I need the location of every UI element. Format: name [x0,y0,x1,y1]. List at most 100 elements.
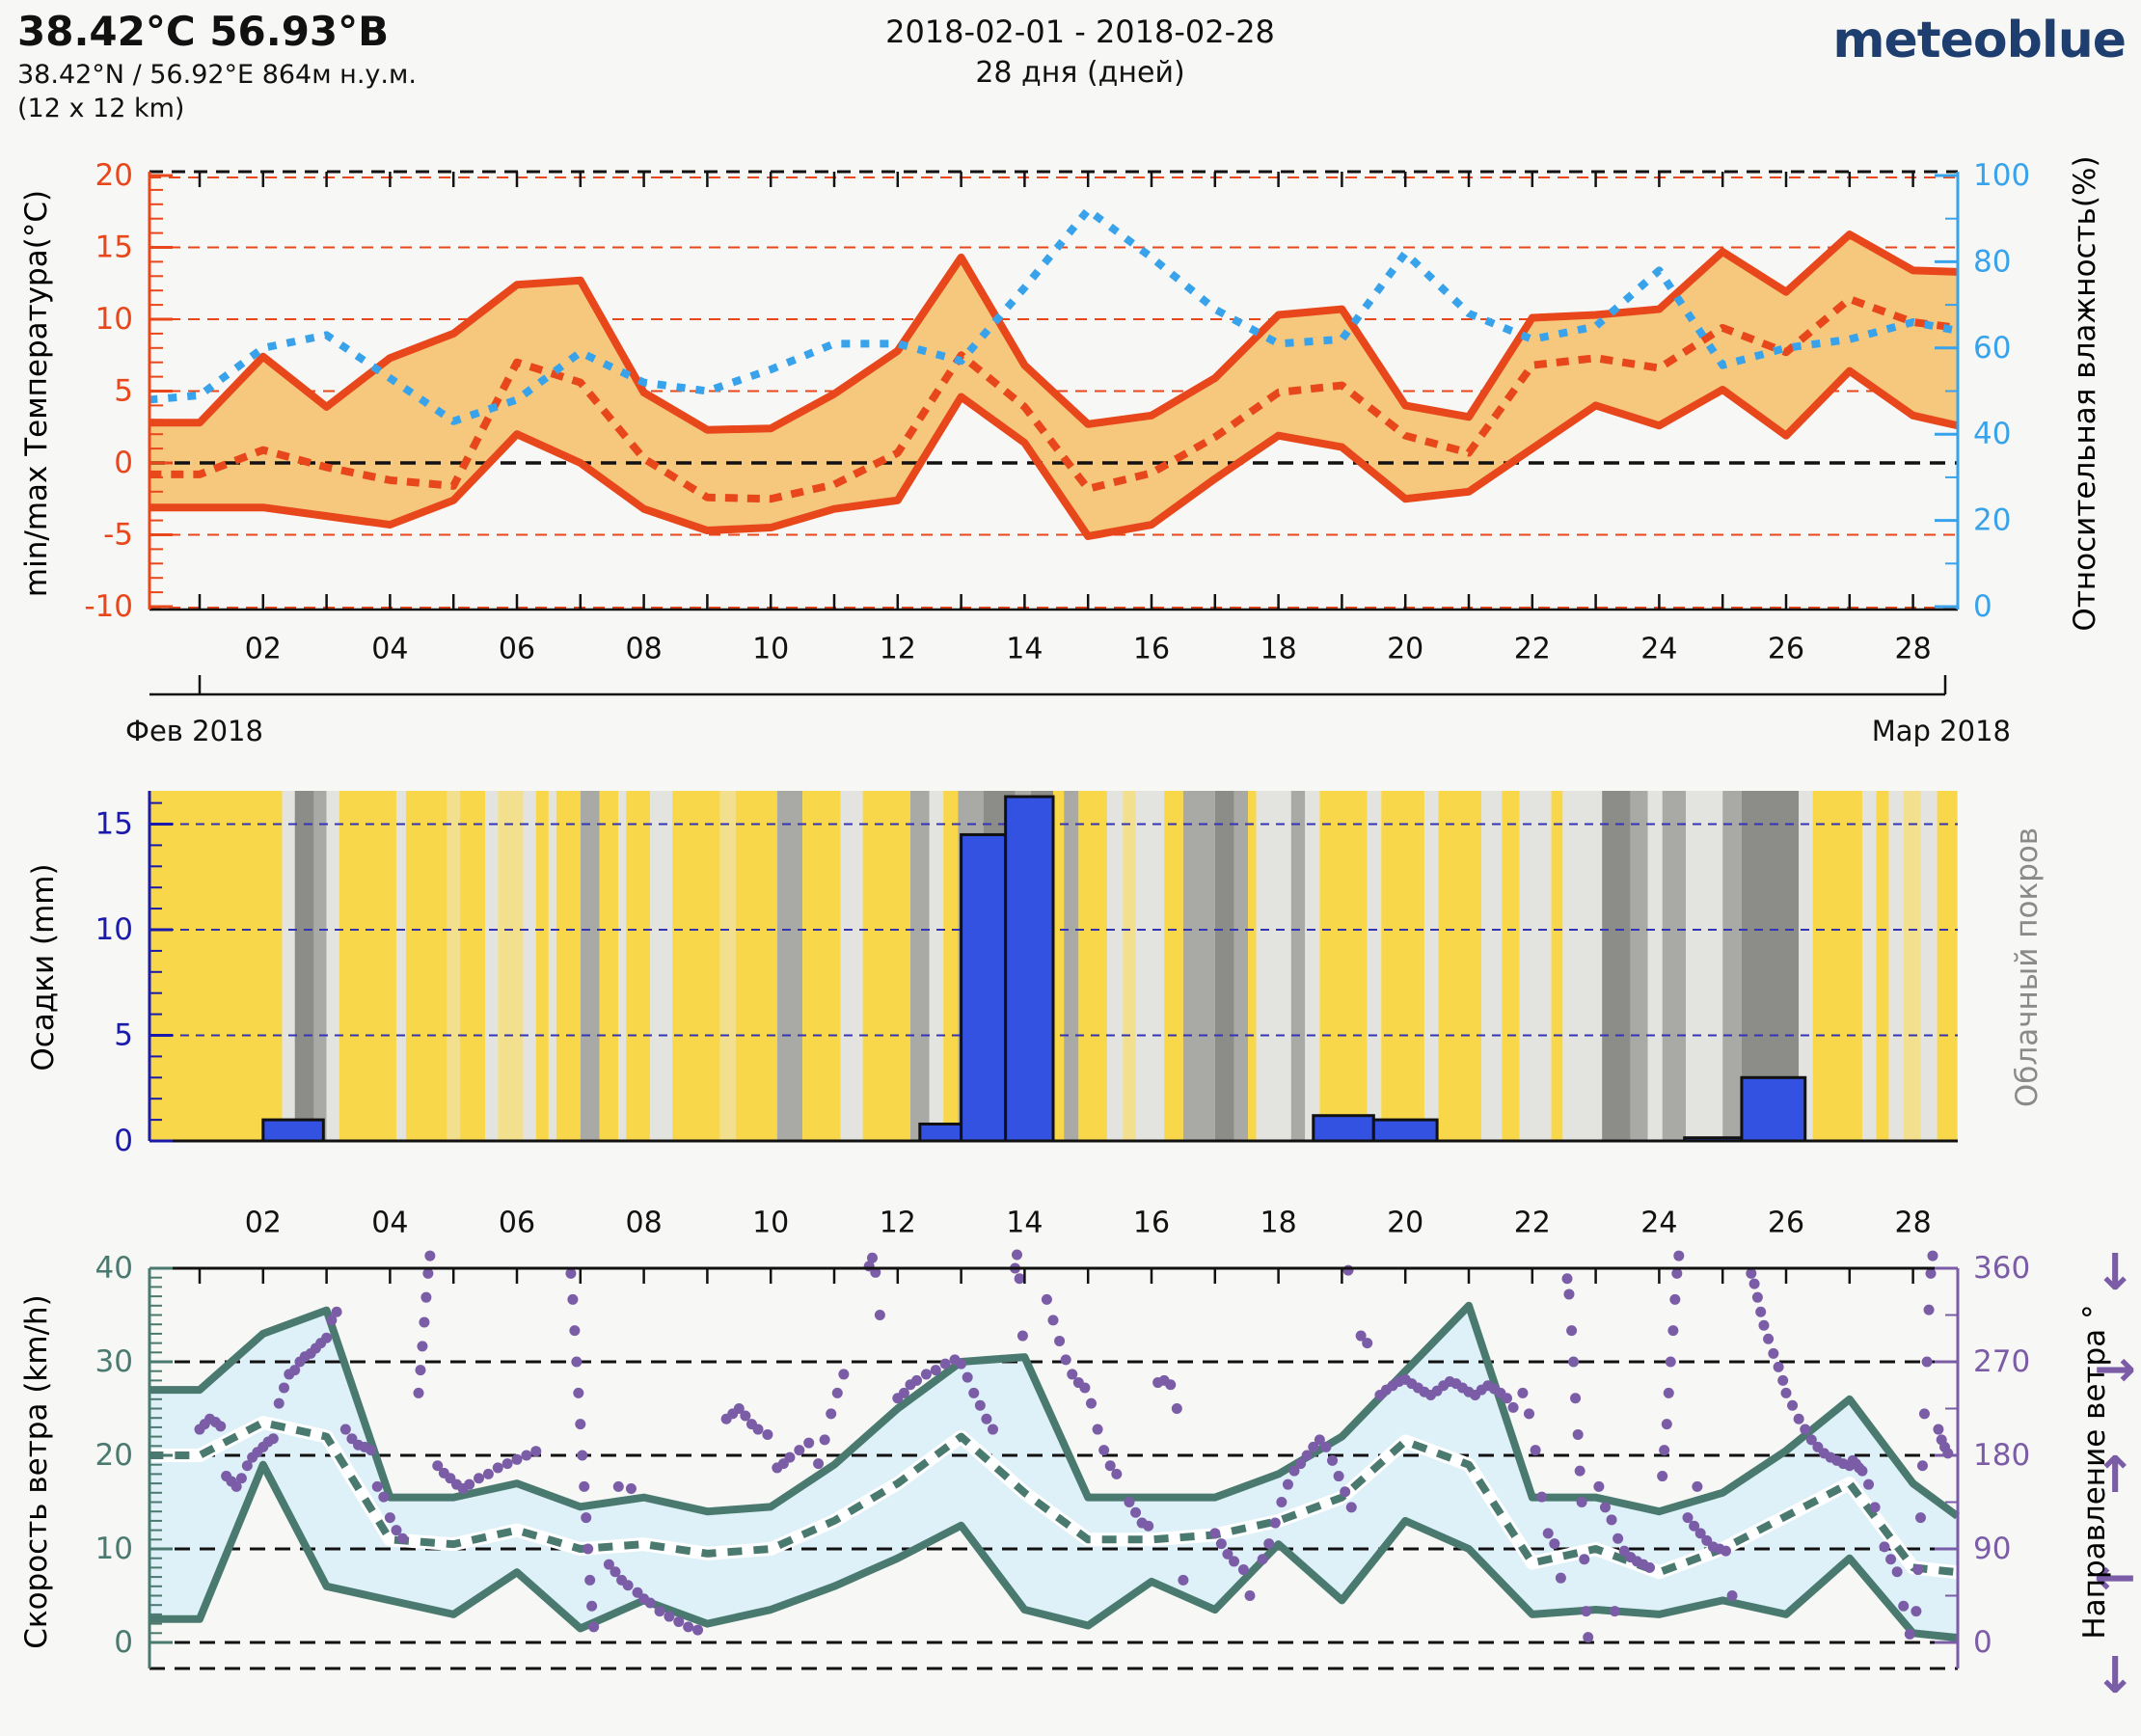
wind-direction-dot [422,1267,434,1279]
wind-direction-dot [1566,1325,1578,1337]
humidity-tick-label: 0 [1973,589,1992,624]
wind-direction-dot [1215,1538,1227,1550]
direction-arrow-icon: ↑ [2094,1447,2136,1505]
cloud-stripe [909,791,930,1141]
day-label-top: 20 [1387,633,1423,666]
cloud-stripe [802,791,841,1141]
axes-and-ticks [148,170,1960,1668]
wind-direction-dot [803,1437,815,1449]
wind-direction-dot [1933,1424,1944,1435]
wind-direction-dot [1891,1566,1903,1578]
wind-direction-dot [1667,1325,1679,1337]
wind-direction-dot [1085,1397,1097,1409]
day-label-bottom: 20 [1387,1207,1423,1240]
cloud-stripe [1290,791,1306,1141]
precip-bar [960,832,1008,1143]
wind-direction-dot [1014,1273,1025,1285]
wind-direction-dot [870,1266,881,1278]
wind-direction-dot [644,1597,656,1609]
cloud-stripe [650,791,673,1141]
cloud-stripe [485,791,499,1141]
cloud-stripe [1123,791,1136,1141]
wind-direction-dot [474,1473,485,1484]
temp-min-line [149,366,1959,540]
temp-tick-label: 10 [95,302,133,337]
wind-direction-dot [511,1453,523,1465]
winddir-tick-label: 0 [1973,1625,1992,1660]
wind-direction-dot [1340,1486,1351,1498]
temp-tick-label: -10 [84,589,133,624]
wind-direction-dot [1673,1250,1685,1261]
wind-direction-dot [289,1365,301,1376]
humidity-line [149,205,1959,425]
cloud-stripe [1888,791,1904,1141]
wind-direction-dot [1320,1441,1332,1452]
wind-max-line [149,1301,1961,1520]
winddir-tick-label: 270 [1973,1344,2030,1379]
cloud-stripe [1812,791,1862,1141]
wind-direction-dot [1229,1556,1240,1567]
wind-direction-dot [1345,1502,1357,1513]
cloud-stripe [929,791,944,1141]
cloud-stripe [776,791,803,1141]
day-label-top: 02 [245,633,282,666]
wind-direction-dot [1579,1554,1590,1565]
humidity-axis-title: Относительная влажность(%) [2068,155,2102,632]
wind-direction-dot [1143,1520,1154,1532]
wind-direction-dot [654,1606,665,1617]
day-label-bottom: 08 [626,1207,663,1240]
wind-direction-dot [740,1410,751,1422]
day-count: 28 дня (дней) [975,56,1185,90]
cloud-stripe [1562,791,1603,1141]
wind-direction-dot [215,1421,227,1432]
day-label-bottom: 10 [752,1207,789,1240]
cloud-cover-stripes [149,791,1958,1141]
precip-tick-label: 5 [114,1018,133,1053]
wind-direction-dot [692,1624,704,1636]
wind-direction-dot [1885,1554,1897,1565]
cloud-stripe [1248,791,1257,1141]
windspeed-tick-label: 40 [95,1251,133,1286]
temp-minmax-band [149,234,1958,536]
day-label-top: 18 [1260,633,1297,666]
cloud-stripe [1233,791,1249,1141]
temp-tick-label: 0 [114,446,133,480]
wind-direction-dot [569,1325,581,1337]
precip-bar [1004,795,1055,1143]
cloud-stripe [1519,791,1552,1141]
wind-direction-dot [366,1445,377,1456]
wind-direction-dot [1568,1356,1580,1368]
wind-direction-dot [1563,1288,1575,1300]
wind-direction-dot [583,1543,594,1555]
wind-direction-dot [939,1358,951,1370]
wind-direction-dot [1301,1450,1313,1461]
cloud-stripe [1305,791,1320,1141]
wind-direction-dot [962,1371,973,1383]
cloud-stripe [149,791,283,1141]
model-resolution: (12 x 12 km) [17,94,185,123]
wind-direction-dot [813,1458,825,1470]
wind-direction-dot [1549,1538,1560,1550]
wind-direction-dot [1067,1369,1078,1380]
cloud-stripe [1319,791,1368,1141]
day-label-top: 04 [371,633,408,666]
wind-direction-dot [575,1419,586,1430]
wind-direction-dot [584,1574,596,1586]
wind-direction-dot [1606,1514,1617,1526]
wind-direction-dot [1570,1393,1582,1404]
wind-direction-dot [1333,1471,1344,1482]
cloud-stripe [535,791,549,1141]
cloud-stripe [840,791,863,1141]
wind-direction-dot [1671,1267,1683,1279]
cloud-stripe [1861,791,1877,1141]
wind-direction-dot [1755,1306,1767,1317]
wind-direction-dot [625,1482,637,1494]
day-label-bottom: 06 [499,1207,535,1240]
wind-direction-dot [321,1332,333,1343]
wind-direction-dot [1661,1419,1672,1430]
wind-direction-dot [1276,1497,1287,1507]
day-label-bottom: 22 [1514,1207,1551,1240]
precip-tick-label: 15 [95,807,133,842]
cloud-stripe [523,791,536,1141]
